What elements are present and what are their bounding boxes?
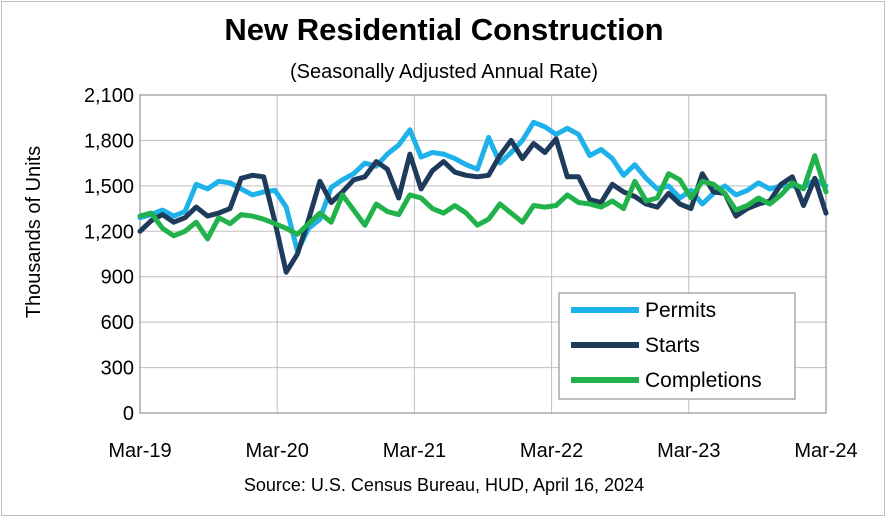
x-tick-label: Mar-20: [246, 440, 309, 462]
x-tick-label: Mar-21: [383, 440, 446, 462]
plot-border: [139, 94, 827, 414]
series-lines: [137, 119, 829, 275]
y-tick-labels: 0 300 600 900 1,200 1,500 1,800 2,100: [84, 85, 134, 425]
legend-label-permits: Permits: [645, 299, 716, 322]
source-note: Source: U.S. Census Bureau, HUD, April 1…: [243, 475, 645, 495]
x-tick-label: Mar-24: [794, 440, 857, 462]
series-line-permits: [137, 119, 829, 254]
y-tick-label: 600: [101, 312, 134, 334]
series-line-completions: [137, 153, 829, 242]
y-tick-label: 2,100: [84, 85, 134, 107]
plot-area: [139, 94, 827, 414]
series-line-starts: [137, 136, 829, 275]
x-tick-labels: Mar-19 Mar-20 Mar-21 Mar-22 Mar-23 Mar-24: [108, 440, 857, 462]
legend-label-completions: Completions: [645, 369, 762, 392]
y-axis-label: Thousands of Units: [23, 146, 45, 318]
chart-subtitle: (Seasonally Adjusted Annual Rate): [290, 61, 598, 83]
y-tick-label: 1,200: [84, 221, 134, 243]
legend: Permits Starts Completions: [558, 292, 796, 400]
x-tick-label: Mar-19: [108, 440, 171, 462]
y-tick-label: 900: [101, 267, 134, 289]
y-tick-label: 300: [101, 358, 134, 380]
legend-label-starts: Starts: [645, 334, 700, 357]
chart-title: New Residential Construction: [224, 12, 664, 47]
x-tick-label: Mar-23: [657, 440, 720, 462]
y-tick-label: 0: [123, 403, 134, 425]
y-tick-label: 1,800: [84, 130, 134, 152]
y-tick-label: 1,500: [84, 176, 134, 198]
x-tick-label: Mar-22: [520, 440, 583, 462]
